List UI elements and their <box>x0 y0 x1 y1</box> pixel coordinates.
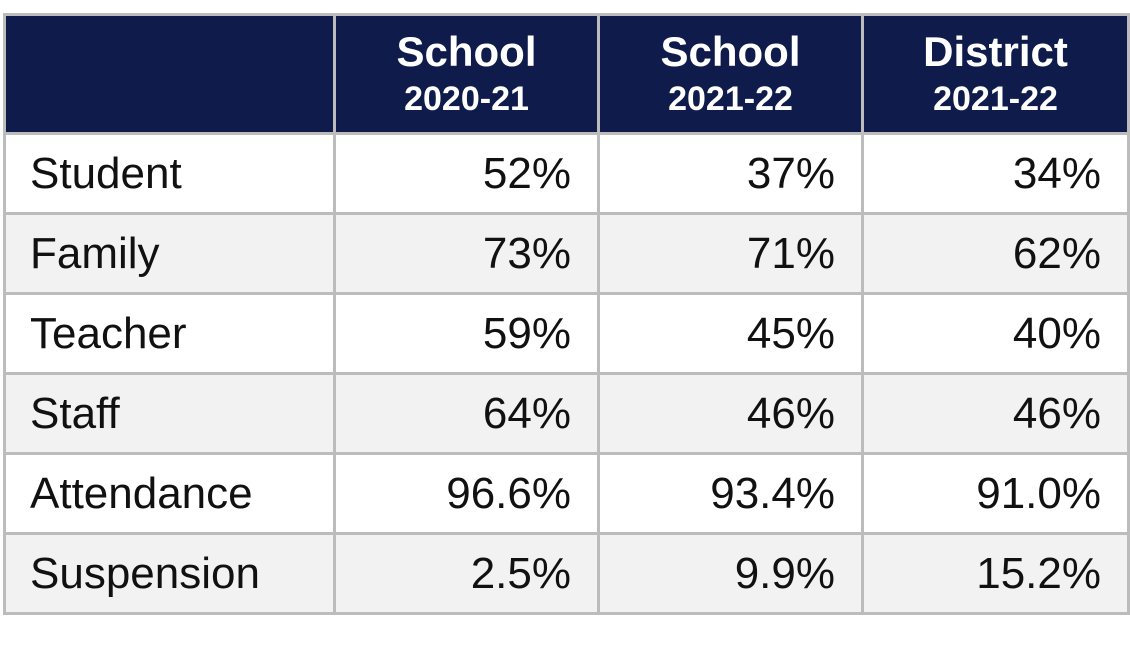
row-label: Teacher <box>3 292 336 375</box>
table-row: Staff 64% 46% 46% <box>3 372 1130 455</box>
header-corner <box>3 13 336 135</box>
row-label: Family <box>3 212 336 295</box>
cell-value: 46% <box>597 372 864 455</box>
cell-value: 59% <box>333 292 600 375</box>
column-title: District <box>923 28 1068 75</box>
cell-value: 9.9% <box>597 532 864 615</box>
table-row: Student 52% 37% 34% <box>3 132 1130 215</box>
cell-value: 91.0% <box>861 452 1130 535</box>
column-header: School 2021-22 <box>597 13 864 135</box>
cell-value: 62% <box>861 212 1130 295</box>
row-label: Staff <box>3 372 336 455</box>
column-header: District 2021-22 <box>861 13 1130 135</box>
cell-value: 96.6% <box>333 452 600 535</box>
cell-value: 45% <box>597 292 864 375</box>
cell-value: 73% <box>333 212 600 295</box>
row-label: Suspension <box>3 532 336 615</box>
table-body: Student 52% 37% 34% Family 73% 71% 62% Teacher 59… <box>3 132 1130 615</box>
cell-value: 40% <box>861 292 1130 375</box>
cell-value: 46% <box>861 372 1130 455</box>
row-label: Attendance <box>3 452 336 535</box>
cell-value: 37% <box>597 132 864 215</box>
cell-value: 93.4% <box>597 452 864 535</box>
cell-value: 2.5% <box>333 532 600 615</box>
column-period: 2021-22 <box>933 80 1058 118</box>
cell-value: 64% <box>333 372 600 455</box>
cell-value: 15.2% <box>861 532 1130 615</box>
table-row: Teacher 59% 45% 40% <box>3 292 1130 375</box>
column-period: 2021-22 <box>668 80 793 118</box>
column-header: School 2020-21 <box>333 13 600 135</box>
cell-value: 34% <box>861 132 1130 215</box>
row-label: Student <box>3 132 336 215</box>
table-row: Family 73% 71% 62% <box>3 212 1130 295</box>
cell-value: 52% <box>333 132 600 215</box>
table-row: Suspension 2.5% 9.9% 15.2% <box>3 532 1130 615</box>
table-row: Attendance 96.6% 93.4% 91.0% <box>3 452 1130 535</box>
data-table: School 2020-21 School 2021-22 District 2021-2… <box>3 13 1130 615</box>
cell-value: 71% <box>597 212 864 295</box>
column-period: 2020-21 <box>404 80 529 118</box>
header-row: School 2020-21 School 2021-22 District 2021-2… <box>3 13 1130 135</box>
column-title: School <box>660 28 801 75</box>
column-title: School <box>396 28 537 75</box>
